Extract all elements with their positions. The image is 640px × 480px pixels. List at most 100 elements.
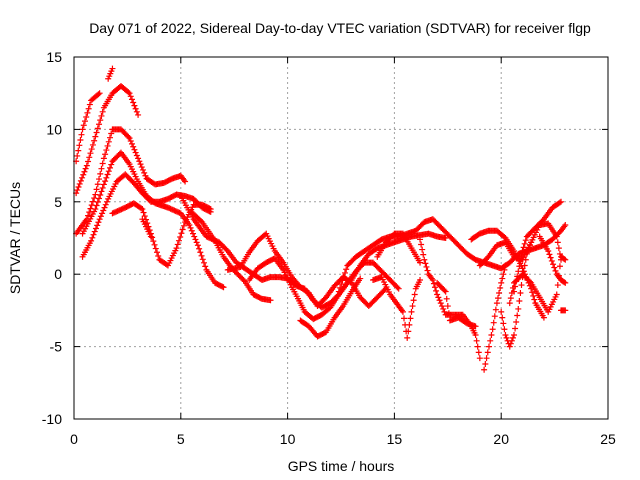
data-point <box>521 240 528 247</box>
data-point <box>440 305 447 312</box>
data-point <box>554 239 561 246</box>
data-point <box>92 133 99 140</box>
data-point <box>81 118 88 125</box>
data-point <box>551 264 558 271</box>
data-point <box>94 199 101 206</box>
data-point <box>472 332 479 339</box>
data-point <box>74 152 81 159</box>
data-point <box>140 209 147 216</box>
data-point <box>141 213 148 220</box>
data-point <box>516 263 523 270</box>
data-point <box>132 149 139 156</box>
data-point <box>109 65 116 72</box>
data-point <box>155 252 162 259</box>
data-point <box>174 241 181 248</box>
data-point <box>476 355 483 362</box>
data-point <box>526 278 533 285</box>
data-point <box>343 266 350 273</box>
series-track-23 <box>498 239 535 350</box>
data-point <box>518 282 525 289</box>
data-point <box>80 171 87 178</box>
axis-ticks: 0 5 10 15 20 25 -10 -5 0 5 10 15 <box>42 49 616 447</box>
data-point <box>125 89 132 96</box>
data-point <box>492 306 499 313</box>
x-tick-label: 10 <box>280 431 296 447</box>
y-tick-label: 5 <box>54 194 62 210</box>
data-point <box>357 275 364 282</box>
data-point <box>83 113 90 120</box>
data-point <box>127 137 134 144</box>
data-point <box>197 249 204 256</box>
data-point <box>399 308 406 315</box>
data-point <box>502 332 509 339</box>
data-point <box>515 305 522 312</box>
data-point <box>194 242 201 249</box>
data-point <box>341 269 348 276</box>
plot-frame <box>73 56 609 420</box>
data-point <box>521 262 528 269</box>
data-point <box>80 122 87 129</box>
data-point <box>498 279 505 286</box>
data-point <box>77 137 84 144</box>
data-point <box>94 181 101 188</box>
data-point <box>98 112 105 119</box>
data-point <box>525 245 532 252</box>
data-point <box>411 291 418 298</box>
data-point <box>556 263 563 270</box>
data-point <box>531 296 538 303</box>
data-point <box>417 236 424 243</box>
data-point <box>475 349 482 356</box>
data-point <box>407 315 414 322</box>
data-point <box>93 129 100 136</box>
data-point <box>517 258 524 265</box>
data-point <box>418 241 425 248</box>
data-point <box>498 308 505 315</box>
data-point <box>153 249 160 256</box>
data-points <box>73 65 569 373</box>
series-track-16 <box>370 274 424 341</box>
y-tick-label: 15 <box>46 49 62 65</box>
data-point <box>90 231 97 238</box>
data-point <box>89 234 96 241</box>
data-point <box>86 101 93 108</box>
data-point <box>540 314 547 321</box>
data-point <box>421 256 428 263</box>
data-point <box>508 337 515 344</box>
y-tick-label: 10 <box>46 121 62 137</box>
data-point <box>108 161 115 168</box>
data-point <box>108 130 115 137</box>
data-point <box>487 337 494 344</box>
data-point <box>127 93 134 100</box>
x-tick-label: 0 <box>70 431 78 447</box>
data-point <box>516 297 523 304</box>
data-point <box>502 262 509 269</box>
data-point <box>419 246 426 253</box>
data-point <box>406 321 413 328</box>
data-point <box>507 295 514 302</box>
data-point <box>192 236 199 243</box>
data-point <box>394 284 401 291</box>
data-point <box>186 221 193 228</box>
data-point <box>335 288 342 295</box>
data-point <box>103 198 110 205</box>
data-point <box>499 275 506 282</box>
data-point <box>142 172 149 179</box>
data-point <box>187 224 194 231</box>
data-point <box>104 142 111 149</box>
data-point <box>79 174 86 181</box>
data-point <box>198 252 205 259</box>
x-axis-label: GPS time / hours <box>288 458 395 474</box>
data-point <box>431 284 438 291</box>
data-point <box>522 256 529 263</box>
series-track-27 <box>506 253 569 315</box>
data-point <box>556 199 563 206</box>
data-point <box>96 216 103 223</box>
data-point <box>128 96 135 103</box>
data-point <box>96 90 103 97</box>
series-track-11 <box>224 230 389 310</box>
data-point <box>199 256 206 263</box>
data-point <box>137 161 144 168</box>
series-track-22 <box>481 262 509 373</box>
data-point <box>340 273 347 280</box>
